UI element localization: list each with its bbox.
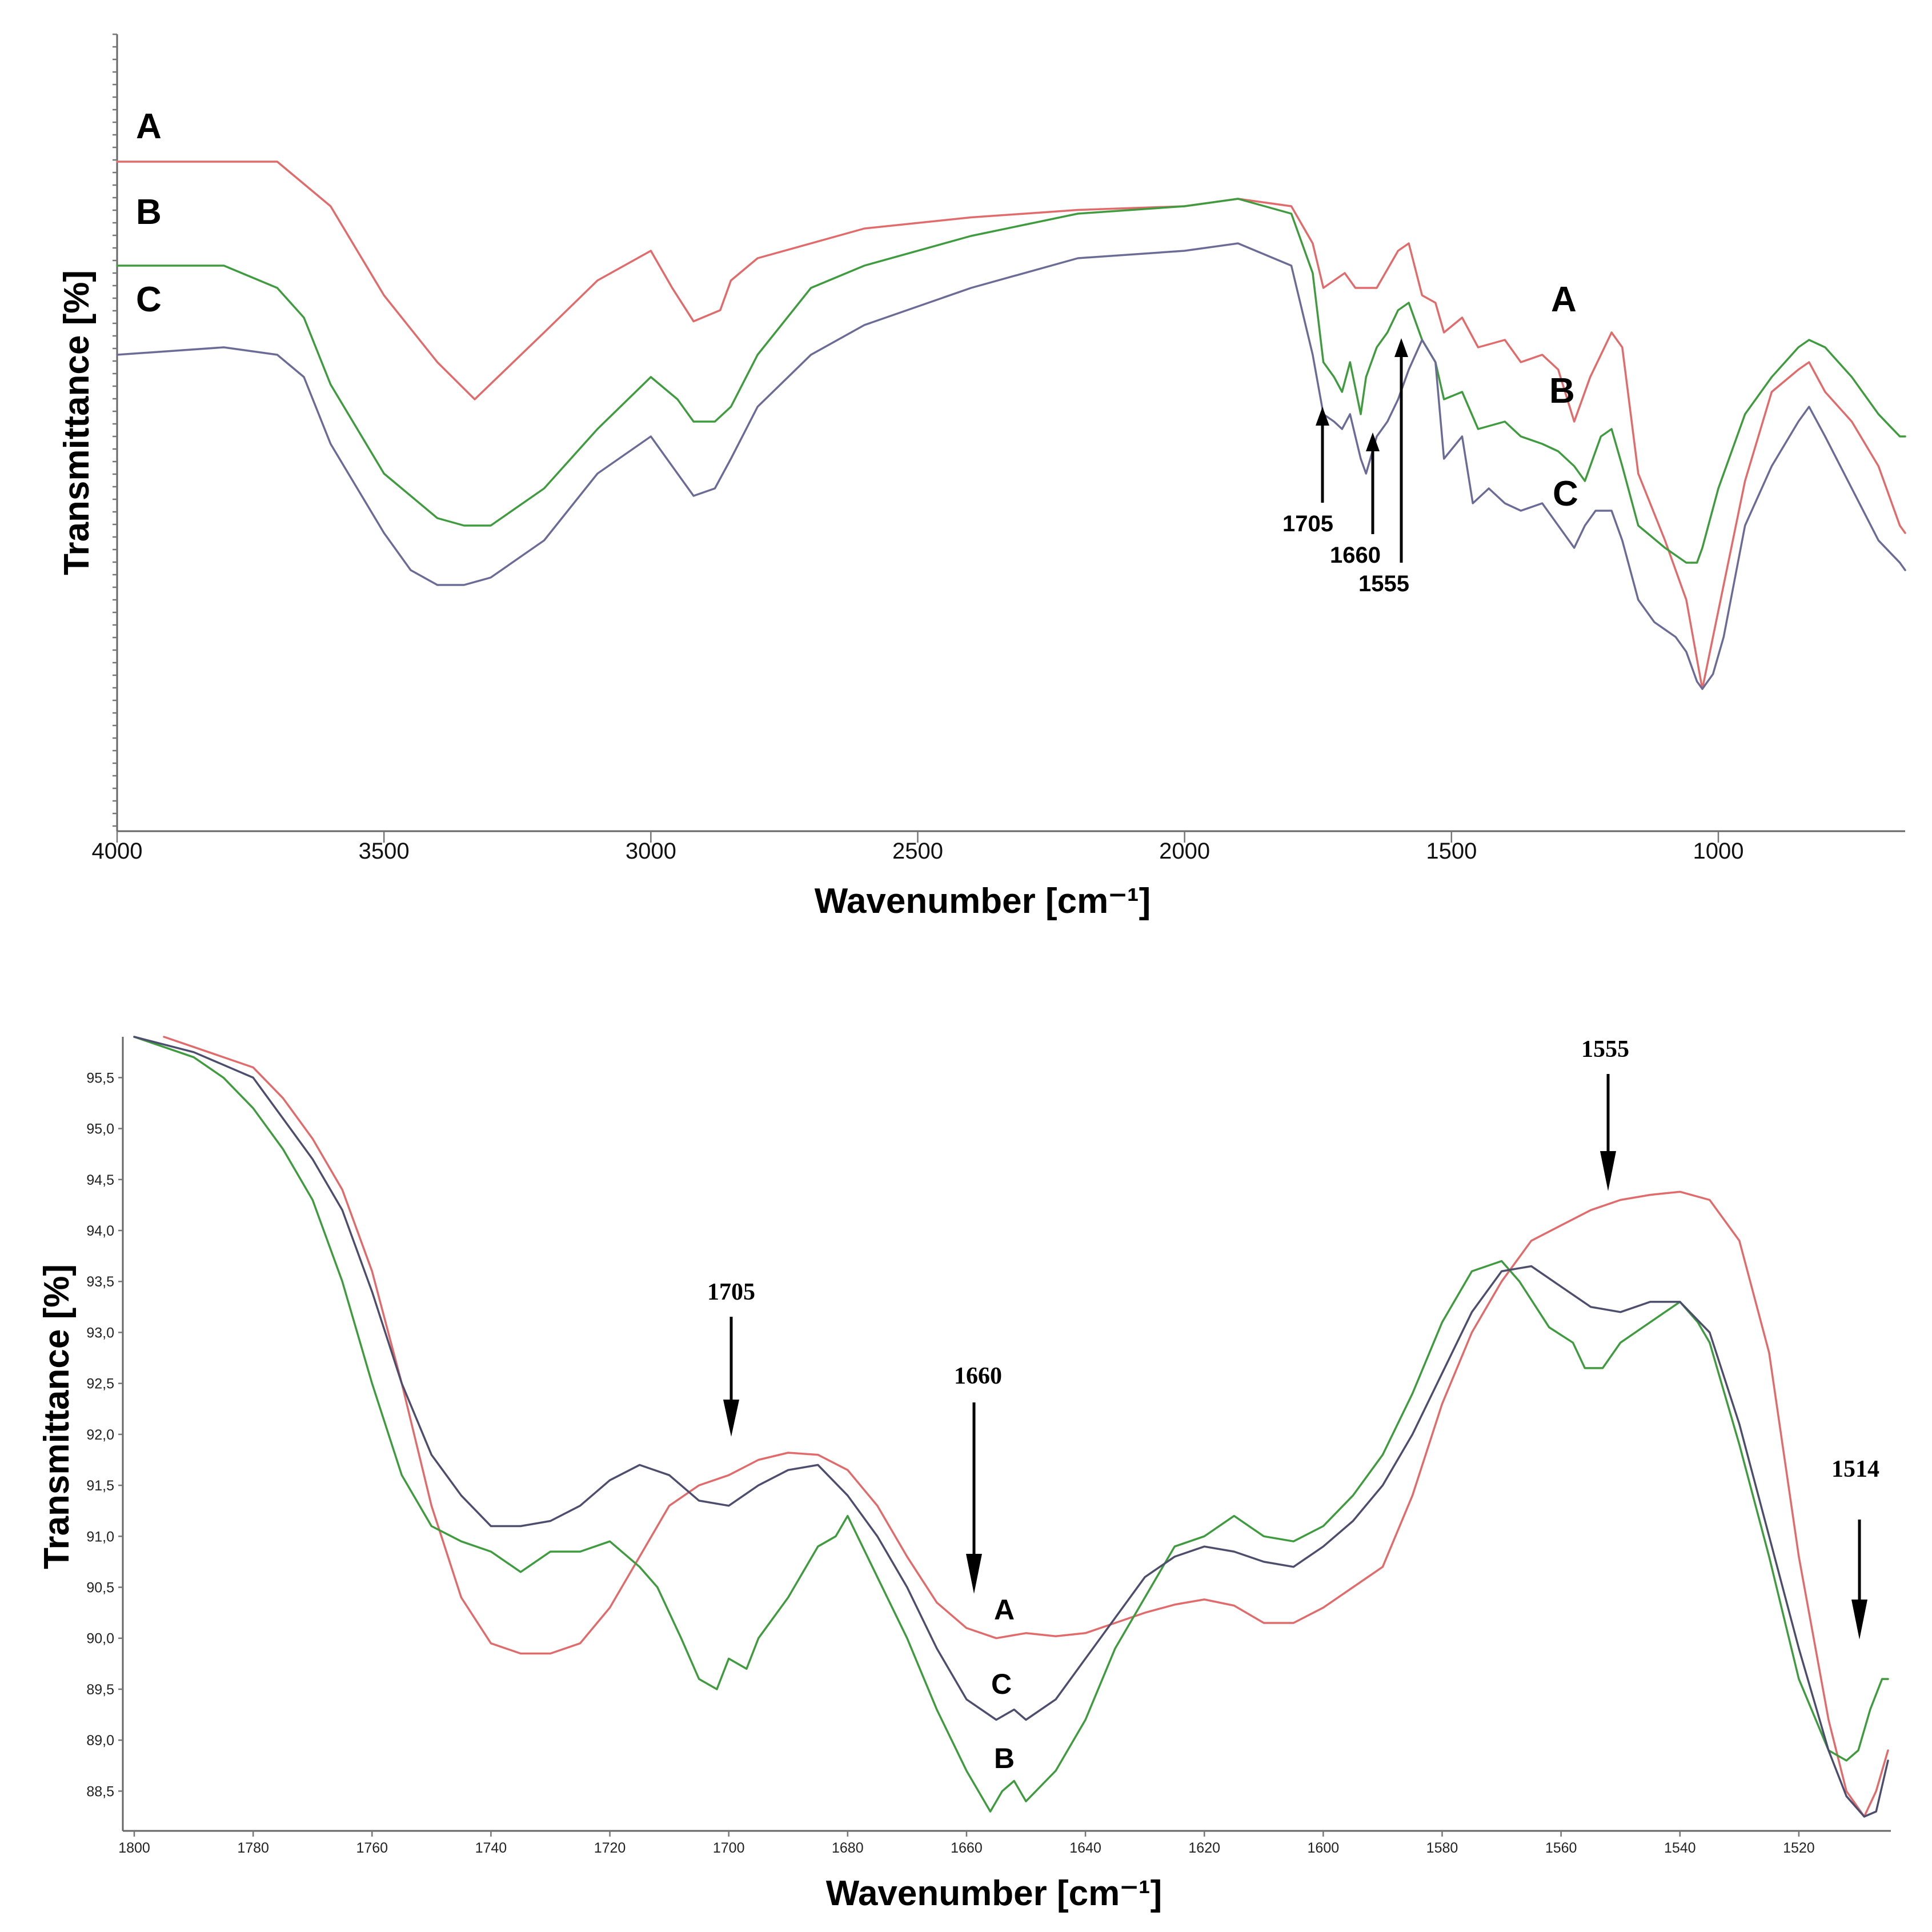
- panel-zoomed-spectrum: 88,5 89,0 89,5 90,0 90,5 91,0 91,5 92,0 92,5 93,0…: [37, 1036, 1891, 1913]
- p2-series-group: [133, 1036, 1889, 1818]
- p2-annotation-1514: 1514: [1831, 1456, 1879, 1482]
- p2-y-tick-label: 90,0: [86, 1631, 114, 1647]
- p1-annotation-1660: 1660: [1330, 543, 1381, 568]
- p2-arrowhead-1660: [966, 1554, 982, 1594]
- p1-series-c-line: [116, 242, 1906, 690]
- p2-x-tick-label: 1520: [1783, 1840, 1815, 1856]
- p1-x-tick-label: 1500: [1426, 839, 1477, 864]
- p1-x-tick-label: 4000: [92, 839, 143, 864]
- p2-arrowhead-1514: [1851, 1600, 1867, 1640]
- p2-x-tick-label: 1700: [713, 1840, 745, 1856]
- p2-y-tick-label: 90,5: [86, 1580, 114, 1596]
- p2-series-c-line: [133, 1036, 1889, 1818]
- p1-annotation-1705: 1705: [1282, 511, 1333, 536]
- p1-arrowhead-1705: [1316, 407, 1329, 426]
- p2-y-tick-label: 92,5: [86, 1376, 114, 1392]
- p1-annotation-1555: 1555: [1358, 571, 1409, 596]
- p2-x-tick-label: 1680: [832, 1840, 864, 1856]
- p2-x-tick-label: 1560: [1545, 1840, 1577, 1856]
- p2-y-tick-label: 94,0: [86, 1223, 114, 1239]
- p2-y-tick-label: 93,0: [86, 1325, 114, 1341]
- p1-x-axis-title: Wavenumber [cm⁻¹]: [815, 881, 1151, 921]
- p1-series-group: [116, 161, 1906, 690]
- p2-y-tick-label: 91,5: [86, 1478, 114, 1494]
- p2-x-tick-label: 1580: [1426, 1840, 1458, 1856]
- p1-arrowhead-1555: [1394, 338, 1408, 357]
- p2-x-tick-label: 1660: [951, 1840, 983, 1856]
- p1-arrowhead-1660: [1366, 432, 1380, 451]
- p2-y-tick-label: 89,5: [86, 1682, 114, 1698]
- p2-x-ticks: 1800 1780 1760 1740 1720 1700 1680 1660 1640 1620…: [118, 1831, 1815, 1856]
- p2-annotation-1705: 1705: [707, 1279, 755, 1305]
- p2-y-tick-label: 95,0: [86, 1121, 114, 1137]
- panel-full-spectrum: 4000 3500 3000 2500 2000 1500 1000 Transmittan…: [57, 33, 1906, 921]
- p2-x-tick-label: 1720: [594, 1840, 626, 1856]
- p2-label-a: A: [994, 1594, 1015, 1626]
- p1-y-minor-ticks: [113, 33, 117, 827]
- p2-y-tick-label: 94,5: [86, 1172, 114, 1188]
- p2-arrowhead-1555: [1600, 1151, 1616, 1191]
- p1-x-tick-label: 3500: [359, 839, 410, 864]
- p2-x-tick-label: 1600: [1308, 1840, 1340, 1856]
- p2-y-tick-label: 92,0: [86, 1427, 114, 1443]
- p1-label-b-right: B: [1549, 371, 1575, 411]
- p1-label-c-right: C: [1553, 474, 1578, 514]
- p2-x-tick-label: 1760: [356, 1840, 388, 1856]
- p2-x-tick-label: 1780: [237, 1840, 269, 1856]
- p2-annotation-1660: 1660: [954, 1363, 1002, 1389]
- p1-label-c-left: C: [136, 280, 162, 319]
- p2-label-c: C: [991, 1668, 1012, 1700]
- p2-y-tick-label: 91,0: [86, 1529, 114, 1545]
- p2-annotation-1555: 1555: [1581, 1036, 1629, 1063]
- p2-x-axis-title: Wavenumber [cm⁻¹]: [826, 1874, 1163, 1913]
- p1-x-tick-label: 2000: [1159, 839, 1210, 864]
- p2-y-tick-label: 93,5: [86, 1274, 114, 1290]
- p1-x-tick-label: 1000: [1693, 839, 1743, 864]
- p2-x-tick-label: 1800: [118, 1840, 150, 1856]
- p2-y-ticks: 88,5 89,0 89,5 90,0 90,5 91,0 91,5 92,0 92,5 93,0…: [86, 1070, 123, 1799]
- p2-label-b: B: [994, 1742, 1015, 1774]
- p2-arrowhead-1705: [723, 1400, 739, 1437]
- p2-x-tick-label: 1740: [475, 1840, 507, 1856]
- p2-y-axis-title: Transmittance [%]: [37, 1264, 77, 1569]
- p1-x-ticks: 4000 3500 3000 2500 2000 1500 1000: [92, 831, 1743, 864]
- p1-x-tick-label: 2500: [892, 839, 943, 864]
- p2-y-tick-label: 89,0: [86, 1733, 114, 1749]
- p2-x-tick-label: 1540: [1664, 1840, 1696, 1856]
- p1-series-b-line: [116, 198, 1906, 564]
- p1-label-a-right: A: [1551, 280, 1577, 319]
- p2-x-tick-label: 1620: [1188, 1840, 1220, 1856]
- p2-y-tick-label: 95,5: [86, 1070, 114, 1086]
- p1-label-a-left: A: [136, 107, 162, 146]
- p1-x-tick-label: 3000: [626, 839, 676, 864]
- p2-series-b-line: [133, 1036, 1889, 1813]
- p1-y-axis-title: Transmittance [%]: [57, 270, 97, 575]
- p2-series-a-line: [163, 1036, 1889, 1818]
- p1-series-a-line: [116, 161, 1906, 690]
- p2-x-tick-label: 1640: [1069, 1840, 1101, 1856]
- p1-label-b-left: B: [136, 193, 162, 232]
- p2-y-tick-label: 88,5: [86, 1783, 114, 1799]
